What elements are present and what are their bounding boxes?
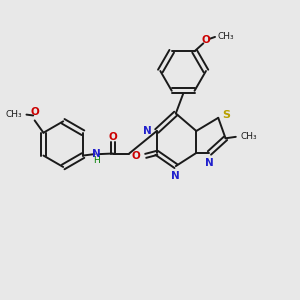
Text: N: N xyxy=(205,158,213,168)
Text: O: O xyxy=(132,152,141,161)
Text: O: O xyxy=(202,35,211,45)
Text: CH₃: CH₃ xyxy=(6,110,22,119)
Text: CH₃: CH₃ xyxy=(218,32,235,40)
Text: N: N xyxy=(92,148,101,158)
Text: O: O xyxy=(30,107,39,117)
Text: H: H xyxy=(93,156,100,165)
Text: N: N xyxy=(171,171,180,182)
Text: CH₃: CH₃ xyxy=(240,132,257,141)
Text: S: S xyxy=(223,110,231,120)
Text: O: O xyxy=(109,132,118,142)
Text: N: N xyxy=(143,126,152,136)
